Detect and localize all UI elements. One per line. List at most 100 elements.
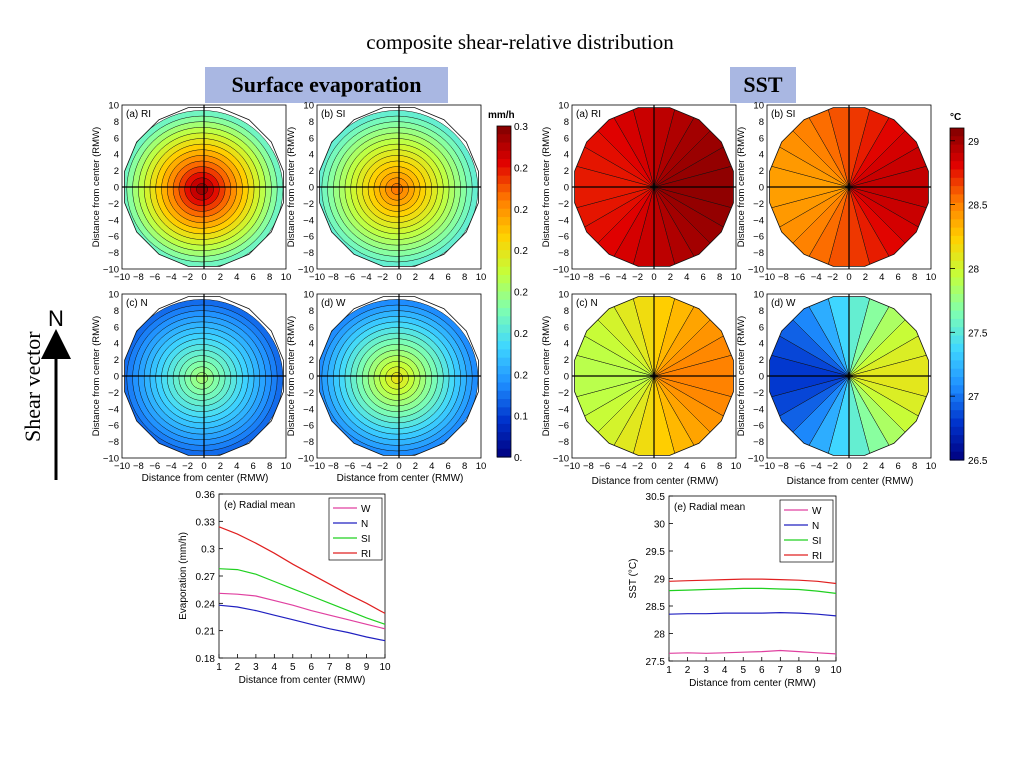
sst-series-line-si xyxy=(668,587,837,594)
sst-x-tick-label: 6 xyxy=(896,461,901,472)
sst-y-axis-title: Distance from center (RMW) xyxy=(541,127,552,247)
sst-y-tick-label: −6 xyxy=(558,232,569,243)
sst-y-tick-label: 2 xyxy=(564,355,569,366)
evap-colorbar-band xyxy=(497,349,511,359)
evap-y-tick-label: 4 xyxy=(309,150,314,161)
evaporation-section-label: Surface evaporation xyxy=(205,67,448,103)
evap-colorbar-band xyxy=(497,415,511,425)
evap-x-tick-label: 6 xyxy=(251,272,256,283)
evap-panel-label: (c) N xyxy=(126,298,148,309)
sst-x-tick-label: 10 xyxy=(731,272,742,283)
sst-disk xyxy=(574,296,734,456)
evap-x-tick-label: 6 xyxy=(446,272,451,283)
evap-x-tick-label: 4 xyxy=(429,272,434,283)
sst-colorbar-band xyxy=(950,401,964,411)
evap-colorbar-band xyxy=(497,159,511,168)
sst-radial-x-axis-title: Distance from center (RMW) xyxy=(689,678,816,689)
evap-x-tick-label: 8 xyxy=(462,461,467,472)
sst-contour-sector xyxy=(574,186,655,210)
evap-colorbar-band xyxy=(497,250,511,259)
sst-colorbar-band xyxy=(950,202,964,212)
evap-colorbar-tick-label: 0.1 xyxy=(514,412,528,423)
evap-colorbar-band xyxy=(497,407,511,417)
sst-series-line-ri xyxy=(668,578,837,585)
evap-colorbar-band xyxy=(497,167,511,177)
sst-y-tick-label: 8 xyxy=(759,117,764,128)
sst-x-tick-label: 8 xyxy=(717,272,722,283)
evap-x-tick-label: 10 xyxy=(281,461,292,472)
sst-y-tick-label: 0 xyxy=(759,372,764,383)
evap-colorbar-band xyxy=(497,225,511,235)
sst-y-tick-label: −8 xyxy=(558,248,569,259)
sst-radial-x-tick-label: 6 xyxy=(759,665,765,676)
evap-disk xyxy=(124,299,284,456)
evap-y-tick-label: 4 xyxy=(114,150,119,161)
sst-x-tick-label: 2 xyxy=(668,272,673,283)
evap-y-tick-label: −6 xyxy=(108,232,119,243)
evap-y-tick-label: 4 xyxy=(114,339,119,350)
sst-colorbar-band xyxy=(950,360,964,370)
evap-colorbar-band xyxy=(497,150,511,160)
evap-colorbar-band xyxy=(497,390,511,400)
evap-colorbar-band xyxy=(497,126,511,135)
sst-colorbar-tick-label: 27 xyxy=(968,392,980,403)
sst-x-tick-label: 2 xyxy=(668,461,673,472)
evap-y-tick-label: −4 xyxy=(303,404,314,415)
evap-y-tick-label: 8 xyxy=(309,117,314,128)
sst-colorbar-band xyxy=(950,252,964,262)
evap-colorbar-band xyxy=(497,365,511,375)
sst-x-tick-label: −2 xyxy=(632,272,643,283)
sst-panel-label: (c) N xyxy=(576,298,598,309)
evap-x-tick-label: 8 xyxy=(462,272,467,283)
evap-legend-label: W xyxy=(361,504,371,515)
sst-x-tick-label: 6 xyxy=(701,272,706,283)
sst-y-tick-label: −2 xyxy=(753,199,764,210)
sst-x-tick-label: −2 xyxy=(827,272,838,283)
sst-x-tick-label: −8 xyxy=(583,461,594,472)
sst-contour-sector xyxy=(769,186,850,210)
evap-y-tick-label: −10 xyxy=(103,265,119,276)
evap-y-tick-label: 2 xyxy=(309,355,314,366)
evap-y-tick-label: −2 xyxy=(108,199,119,210)
sst-x-tick-label: −2 xyxy=(632,461,643,472)
evap-contour-band xyxy=(195,372,209,384)
evap-y-tick-label: −8 xyxy=(303,248,314,259)
evap-panel-label: (a) RI xyxy=(126,109,151,120)
evap-contour-band xyxy=(390,372,404,384)
evap-colorbar-band xyxy=(497,448,511,458)
sst-radial-y-tick-label: 27.5 xyxy=(646,657,666,668)
page-title: composite shear-relative distribution xyxy=(366,30,674,54)
sst-y-tick-label: −6 xyxy=(753,421,764,432)
evap-x-tick-label: −8 xyxy=(133,461,144,472)
sst-x-tick-label: 10 xyxy=(926,272,937,283)
sst-contour-sector xyxy=(848,186,872,267)
evap-y-tick-label: 0 xyxy=(309,183,314,194)
evap-y-tick-label: 8 xyxy=(114,306,119,317)
sst-y-axis-title: Distance from center (RMW) xyxy=(541,316,552,436)
evap-x-tick-label: 10 xyxy=(476,461,487,472)
sst-radial-x-tick-label: 7 xyxy=(778,665,784,676)
evap-x-tick-label: −8 xyxy=(133,272,144,283)
evap-colorbar-band xyxy=(497,382,511,392)
sst-y-tick-label: 0 xyxy=(759,183,764,194)
evap-colorbar-tick-label: 0.2 xyxy=(514,163,528,174)
sst-legend-label: SI xyxy=(812,536,821,547)
sst-y-tick-label: −2 xyxy=(558,388,569,399)
evap-colorbar-band xyxy=(497,440,511,450)
evap-y-tick-label: 6 xyxy=(309,322,314,333)
evap-x-tick-label: −2 xyxy=(377,461,388,472)
evap-radial-y-tick-label: 0.18 xyxy=(196,654,216,665)
evap-series-line-n xyxy=(218,604,386,642)
sst-colorbar-band xyxy=(950,260,964,270)
evap-colorbar-band xyxy=(497,374,511,384)
shear-vector-label: Shear vector xyxy=(20,331,45,442)
evap-colorbar-tick-label: 0.2 xyxy=(514,370,528,381)
evap-x-tick-label: 10 xyxy=(476,272,487,283)
evap-disk xyxy=(319,110,479,267)
evap-x-tick-label: 0 xyxy=(396,272,401,283)
evap-radial-x-tick-label: 4 xyxy=(272,662,278,673)
evap-colorbar-band xyxy=(497,399,511,408)
evap-radial-x-tick-label: 9 xyxy=(364,662,370,673)
